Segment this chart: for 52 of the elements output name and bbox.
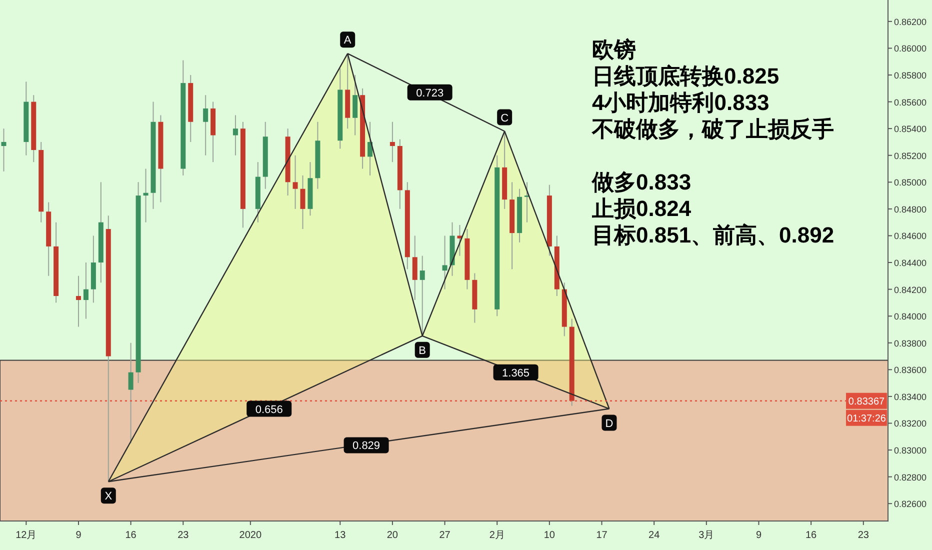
y-tick-label: 0.85000	[894, 178, 927, 188]
y-tick-label: 0.85800	[894, 70, 927, 81]
annotation: X	[104, 490, 113, 503]
annotation: D	[605, 418, 614, 430]
x-tick-label: 9	[756, 530, 762, 541]
annotation: 止损0.824	[591, 196, 692, 221]
y-tick-label: 0.85400	[894, 124, 927, 134]
y-tick-label: 0.83600	[894, 365, 927, 376]
x-tick-label: 12月	[16, 530, 37, 541]
y-tick-label: 0.82600	[894, 499, 927, 510]
annotation: 0.723	[416, 87, 444, 100]
x-tick-label: 16	[806, 530, 818, 541]
annotation: C	[500, 112, 509, 124]
y-tick-label: 0.83200	[894, 418, 927, 429]
annotation: 日线顶底转换0.825	[592, 64, 780, 88]
x-tick-label: 16	[125, 530, 137, 541]
y-tick-label: 0.84800	[894, 204, 927, 214]
x-tick-label: 2月	[489, 530, 505, 541]
x-tick-label: 3月	[698, 530, 714, 541]
x-tick-label: 17	[596, 530, 608, 541]
text: 欧镑	[592, 37, 636, 62]
x-tick-label: 9	[76, 530, 82, 541]
annotation: 不破做多，破了止损反手	[591, 116, 834, 142]
y-tick-label: 0.82800	[894, 472, 927, 482]
x-tick-label: 13	[334, 530, 346, 541]
y-tick-label: 0.85200	[894, 150, 927, 161]
annotation: 目标0.851、前高、0.892	[592, 222, 834, 248]
annotation: B	[418, 344, 426, 357]
y-tick-label: 0.84000	[894, 312, 927, 322]
y-tick-label: 0.84400	[894, 258, 927, 268]
annotation: 1.365	[502, 367, 530, 380]
y-tick-label: 0.86000	[894, 44, 927, 54]
x-tick-label: 24	[648, 530, 660, 541]
x-tick-label: 23	[178, 530, 190, 541]
x-tick-label: 20	[386, 530, 398, 541]
x-tick-label: 2020	[239, 530, 262, 541]
y-tick-label: 0.83800	[894, 338, 927, 348]
y-tick-label: 0.84600	[894, 231, 927, 242]
ref-line-label: 0.83367 01:37:26	[847, 396, 886, 424]
y-tick-label: 0.85600	[894, 97, 927, 108]
annotation: 做多0.833	[591, 170, 692, 194]
annotation: 4小时加特利0.833	[592, 90, 770, 115]
y-tick-label: 0.83400	[894, 392, 927, 402]
y-tick-label: 0.84200	[894, 284, 927, 295]
annotation: 0.829	[352, 440, 380, 452]
y-tick-label: 0.86200	[894, 16, 927, 27]
annotation: 0.656	[255, 404, 283, 416]
x-tick-label: 23	[858, 530, 870, 541]
x-tick-label: 10	[544, 530, 556, 541]
annotation: A	[344, 34, 352, 47]
y-tick-label: 0.83000	[894, 446, 927, 456]
x-tick-label: 27	[439, 530, 451, 541]
